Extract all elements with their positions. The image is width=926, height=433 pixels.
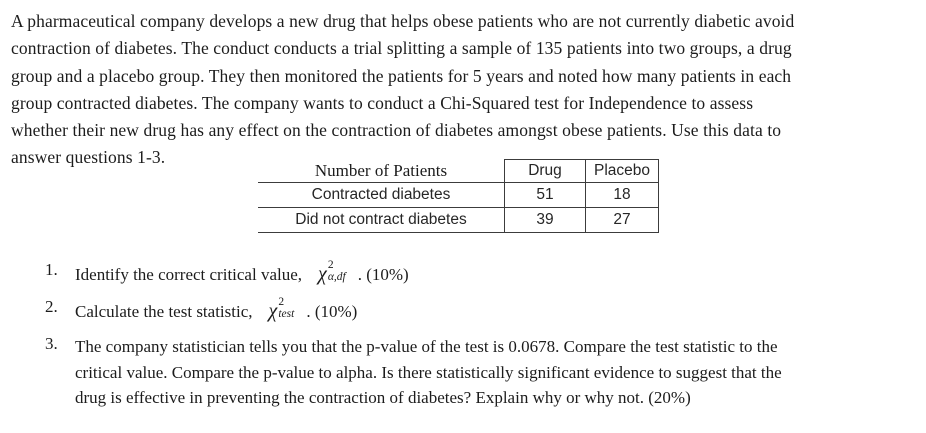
question-3-line: The company statistician tells you that …	[75, 336, 778, 356]
intro-line: contraction of diabetes. The conduct con…	[11, 38, 792, 59]
table-header-drug: Drug	[504, 158, 586, 183]
cell-did-not-contract-placebo: 27	[585, 206, 659, 233]
row-label-did-not-contract: Did not contract diabetes	[258, 207, 505, 233]
chi-squared-critical-value-formula: χ 2 α,df	[318, 258, 346, 286]
question-3: 3. The company statistician tells you th…	[11, 334, 918, 411]
question-2-text-after: . (10%)	[306, 301, 358, 321]
questions-list: 1. Identify the correct critical value, …	[11, 258, 918, 411]
table-row-contracted: Contracted diabetes 51 18	[258, 181, 659, 208]
chi-squared-test-statistic-formula: χ 2 test	[268, 295, 295, 323]
question-1-text-after: . (10%)	[357, 264, 409, 284]
intro-line: whether their new drug has any effect on…	[11, 120, 782, 141]
cell-contracted-placebo: 18	[585, 181, 659, 208]
intro-line: answer questions 1-3.	[11, 147, 166, 168]
chi-symbol: χ	[268, 299, 278, 322]
document-page: A pharmaceutical company develops a new …	[11, 8, 918, 411]
question-3-line: critical value. Compare the p-value to a…	[75, 362, 782, 382]
intro-line: A pharmaceutical company develops a new …	[11, 11, 795, 31]
intro-paragraph: A pharmaceutical company develops a new …	[11, 8, 918, 172]
table-row-did-not-contract: Did not contract diabetes 39 27	[258, 206, 659, 233]
question-1: 1. Identify the correct critical value, …	[11, 258, 918, 286]
table-header-placebo: Placebo	[585, 158, 659, 183]
cell-contracted-drug: 51	[504, 181, 586, 208]
question-3-number: 3.	[45, 333, 58, 353]
cell-did-not-contract-drug: 39	[504, 206, 586, 233]
question-3-text: The company statistician tells you that …	[75, 334, 918, 411]
question-3-line: drug is effective in preventing the cont…	[75, 388, 691, 408]
question-2: 2. Calculate the test statistic, χ 2 tes…	[11, 295, 918, 323]
intro-line: group and a placebo group. They then mon…	[11, 65, 792, 86]
question-1-number: 1.	[45, 259, 58, 279]
question-1-text-before: Identify the correct critical value,	[75, 264, 303, 284]
chi-subscript: test	[278, 307, 295, 320]
table-header-row: Number of Patients Drug Placebo	[258, 158, 659, 183]
chi-superscript: 2	[327, 258, 334, 271]
chi-scripts: 2 test	[278, 295, 295, 321]
patients-table: Number of Patients Drug Placebo Contract…	[258, 158, 659, 233]
chi-subscript: α,df	[327, 270, 346, 283]
question-2-number: 2.	[45, 296, 58, 316]
chi-symbol: χ	[318, 262, 327, 285]
question-1-text: Identify the correct critical value, χ 2…	[75, 258, 918, 286]
chi-scripts: 2 α,df	[327, 258, 346, 284]
question-2-text-before: Calculate the test statistic,	[75, 301, 253, 321]
intro-line: group contracted diabetes. The company w…	[11, 92, 754, 113]
question-2-text: Calculate the test statistic, χ 2 test .…	[75, 295, 918, 323]
table-header-number-of-patients: Number of Patients	[258, 159, 505, 183]
chi-superscript: 2	[278, 295, 285, 308]
row-label-contracted: Contracted diabetes	[258, 182, 505, 208]
